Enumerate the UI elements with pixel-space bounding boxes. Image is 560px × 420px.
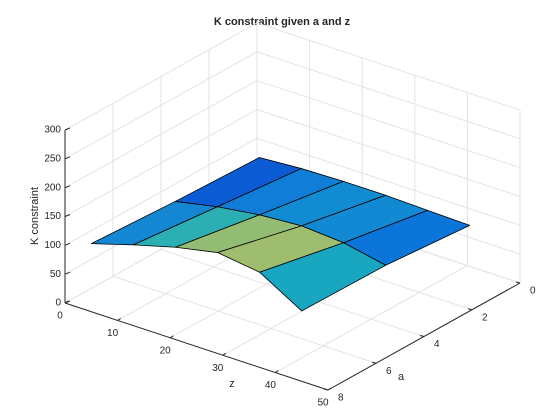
grid-line bbox=[256, 137, 521, 226]
y-tick-label: 2 bbox=[482, 312, 488, 323]
z-tick bbox=[64, 271, 71, 275]
x-axis bbox=[64, 302, 329, 391]
x-tick-label: 40 bbox=[265, 380, 277, 391]
x-tick bbox=[169, 335, 174, 339]
y-tick bbox=[371, 361, 377, 364]
x-tick-label: 20 bbox=[160, 345, 172, 356]
x-tick-label: 10 bbox=[107, 328, 119, 339]
x-axis-label: z bbox=[229, 378, 235, 390]
z-tick-label: 250 bbox=[44, 153, 61, 164]
z-tick bbox=[64, 185, 71, 189]
x-tick bbox=[275, 370, 279, 374]
y-tick-label: 0 bbox=[530, 286, 536, 297]
z-tick-label: 200 bbox=[44, 182, 61, 193]
x-tick bbox=[327, 387, 332, 391]
surface-patch bbox=[259, 242, 387, 312]
y-tick bbox=[467, 308, 473, 311]
z-tick-label: 100 bbox=[44, 240, 61, 251]
x-tick bbox=[64, 300, 69, 304]
z-tick-label: 150 bbox=[44, 211, 61, 222]
z-tick bbox=[64, 156, 71, 160]
z-tick bbox=[64, 214, 71, 217]
x-tick-label: 0 bbox=[57, 311, 63, 322]
y-tick bbox=[419, 335, 425, 337]
y-tick bbox=[323, 388, 329, 391]
grid-line bbox=[112, 275, 377, 364]
z-tick-label: 300 bbox=[44, 125, 61, 136]
y-axis-label: a bbox=[398, 371, 405, 383]
y-tick bbox=[515, 281, 521, 284]
z-tick bbox=[64, 242, 71, 246]
z-tick-label: 50 bbox=[50, 269, 62, 280]
grid-line bbox=[256, 22, 521, 111]
grid-line bbox=[256, 80, 521, 169]
x-tick-label: 50 bbox=[317, 398, 329, 409]
z-axis-label: K constraint bbox=[29, 187, 41, 245]
y-tick-label: 6 bbox=[386, 366, 392, 377]
x-tick bbox=[222, 352, 227, 356]
x-tick-label: 30 bbox=[212, 363, 224, 374]
y-tick-label: 8 bbox=[338, 393, 344, 404]
z-tick-label: 0 bbox=[55, 298, 61, 309]
z-tick bbox=[64, 127, 71, 131]
grid-line bbox=[256, 51, 521, 140]
grid-line bbox=[256, 109, 521, 197]
chart-title: K constraint given a and z bbox=[214, 16, 351, 28]
y-tick-label: 4 bbox=[434, 339, 440, 350]
x-tick bbox=[117, 317, 121, 321]
